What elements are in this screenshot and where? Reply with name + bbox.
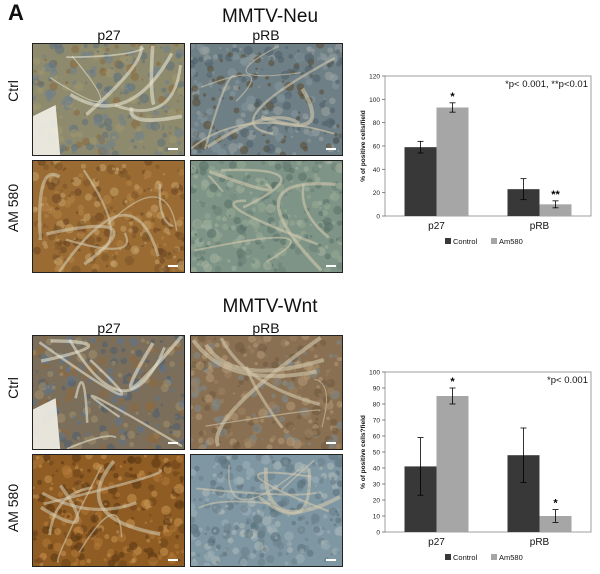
bar-chart-wnt: 0 10 20 30 40 50 60 70 80 90 100 % of positive cell… (355, 366, 595, 566)
row-label-am580-wnt: AM 580 (5, 483, 21, 533)
legend-label-1-am580: Am580 (499, 553, 523, 562)
y-axis-label-0: % of positive cells/field (360, 110, 367, 182)
section-title-neu: MMTV-Neu (221, 6, 319, 27)
y-tick-label-1-30: 30 (373, 482, 381, 489)
row-label-ctrl-wnt: Ctrl (5, 377, 21, 399)
row-label-ctrl-neu: Ctrl (5, 80, 21, 102)
significance-mark-0-0: * (450, 91, 455, 103)
micrograph-neu-am580-p27 (32, 160, 185, 273)
legend-swatch-0-am580 (491, 238, 497, 244)
column-label-prb-wnt: pRB (252, 320, 280, 336)
micrograph-neu-am580-prb (190, 160, 343, 273)
significance-mark-1-0: * (450, 376, 455, 388)
y-tick-label-0-40: 40 (373, 167, 381, 174)
y-tick-label-1-70: 70 (373, 418, 381, 425)
y-tick-label-0-80: 80 (373, 120, 381, 127)
y-tick-label-1-100: 100 (369, 370, 380, 377)
bar-0-am580-p27 (436, 107, 469, 216)
micrograph-wnt-ctrl-prb (190, 335, 343, 450)
panel-letter: A (8, 0, 24, 25)
y-tick-label-1-20: 20 (373, 498, 381, 505)
column-label-p27-wnt: p27 (97, 320, 121, 336)
legend-label-0-am580: Am580 (499, 237, 523, 246)
legend-swatch-1-am580 (491, 554, 497, 560)
y-tick-label-0-60: 60 (373, 144, 381, 151)
y-tick-label-0-100: 100 (369, 97, 380, 104)
row-label-am580-neu: AM 580 (5, 183, 21, 233)
significance-mark-1-1: * (553, 498, 558, 510)
significance-mark-0-1: ** (551, 189, 560, 201)
bar-1-am580-p27 (436, 396, 469, 532)
y-tick-label-0-120: 120 (369, 74, 380, 81)
y-tick-label-1-90: 90 (373, 386, 381, 393)
x-category-label-0-p27: p27 (428, 221, 445, 232)
bar-chart-neu: 0 20 40 60 80 100 120 % of positive cells/field… (355, 70, 595, 250)
column-label-p27-neu: p27 (97, 27, 121, 43)
y-tick-label-1-0: 0 (376, 530, 380, 537)
y-tick-label-1-80: 80 (373, 402, 381, 409)
y-tick-label-1-50: 50 (373, 450, 381, 457)
section-title-wnt: MMTV-Wnt (222, 296, 318, 317)
y-tick-label-1-40: 40 (373, 466, 381, 473)
y-tick-label-1-60: 60 (373, 434, 381, 441)
x-category-label-0-prb: pRB (530, 221, 550, 232)
x-category-label-1-prb: pRB (530, 537, 550, 548)
legend-label-1-control: Control (453, 553, 478, 562)
column-label-prb-neu: pRB (252, 27, 280, 43)
significance-annotation-1: *p< 0.001 (547, 375, 588, 386)
micrograph-wnt-am580-prb (190, 454, 343, 567)
y-tick-label-1-10: 10 (373, 514, 381, 521)
x-category-label-1-p27: p27 (428, 537, 445, 548)
micrograph-wnt-ctrl-p27 (32, 335, 185, 450)
bar-0-control-p27 (404, 147, 437, 216)
micrograph-neu-ctrl-prb (190, 43, 343, 156)
micrograph-neu-ctrl-p27 (32, 43, 185, 156)
legend-label-0-control: Control (453, 237, 478, 246)
significance-annotation-0: *p< 0.001, **p<0.01 (505, 79, 588, 90)
y-tick-label-0-20: 20 (373, 190, 381, 197)
y-tick-label-0-0: 0 (376, 214, 380, 221)
bar-0-am580-prb (539, 204, 572, 216)
legend-swatch-0-control (445, 238, 451, 244)
legend-swatch-1-control (445, 554, 451, 560)
bar-1-am580-prb (539, 516, 572, 532)
y-axis-label-1: % of positive cells?field (360, 415, 367, 489)
micrograph-wnt-am580-p27 (32, 454, 185, 567)
